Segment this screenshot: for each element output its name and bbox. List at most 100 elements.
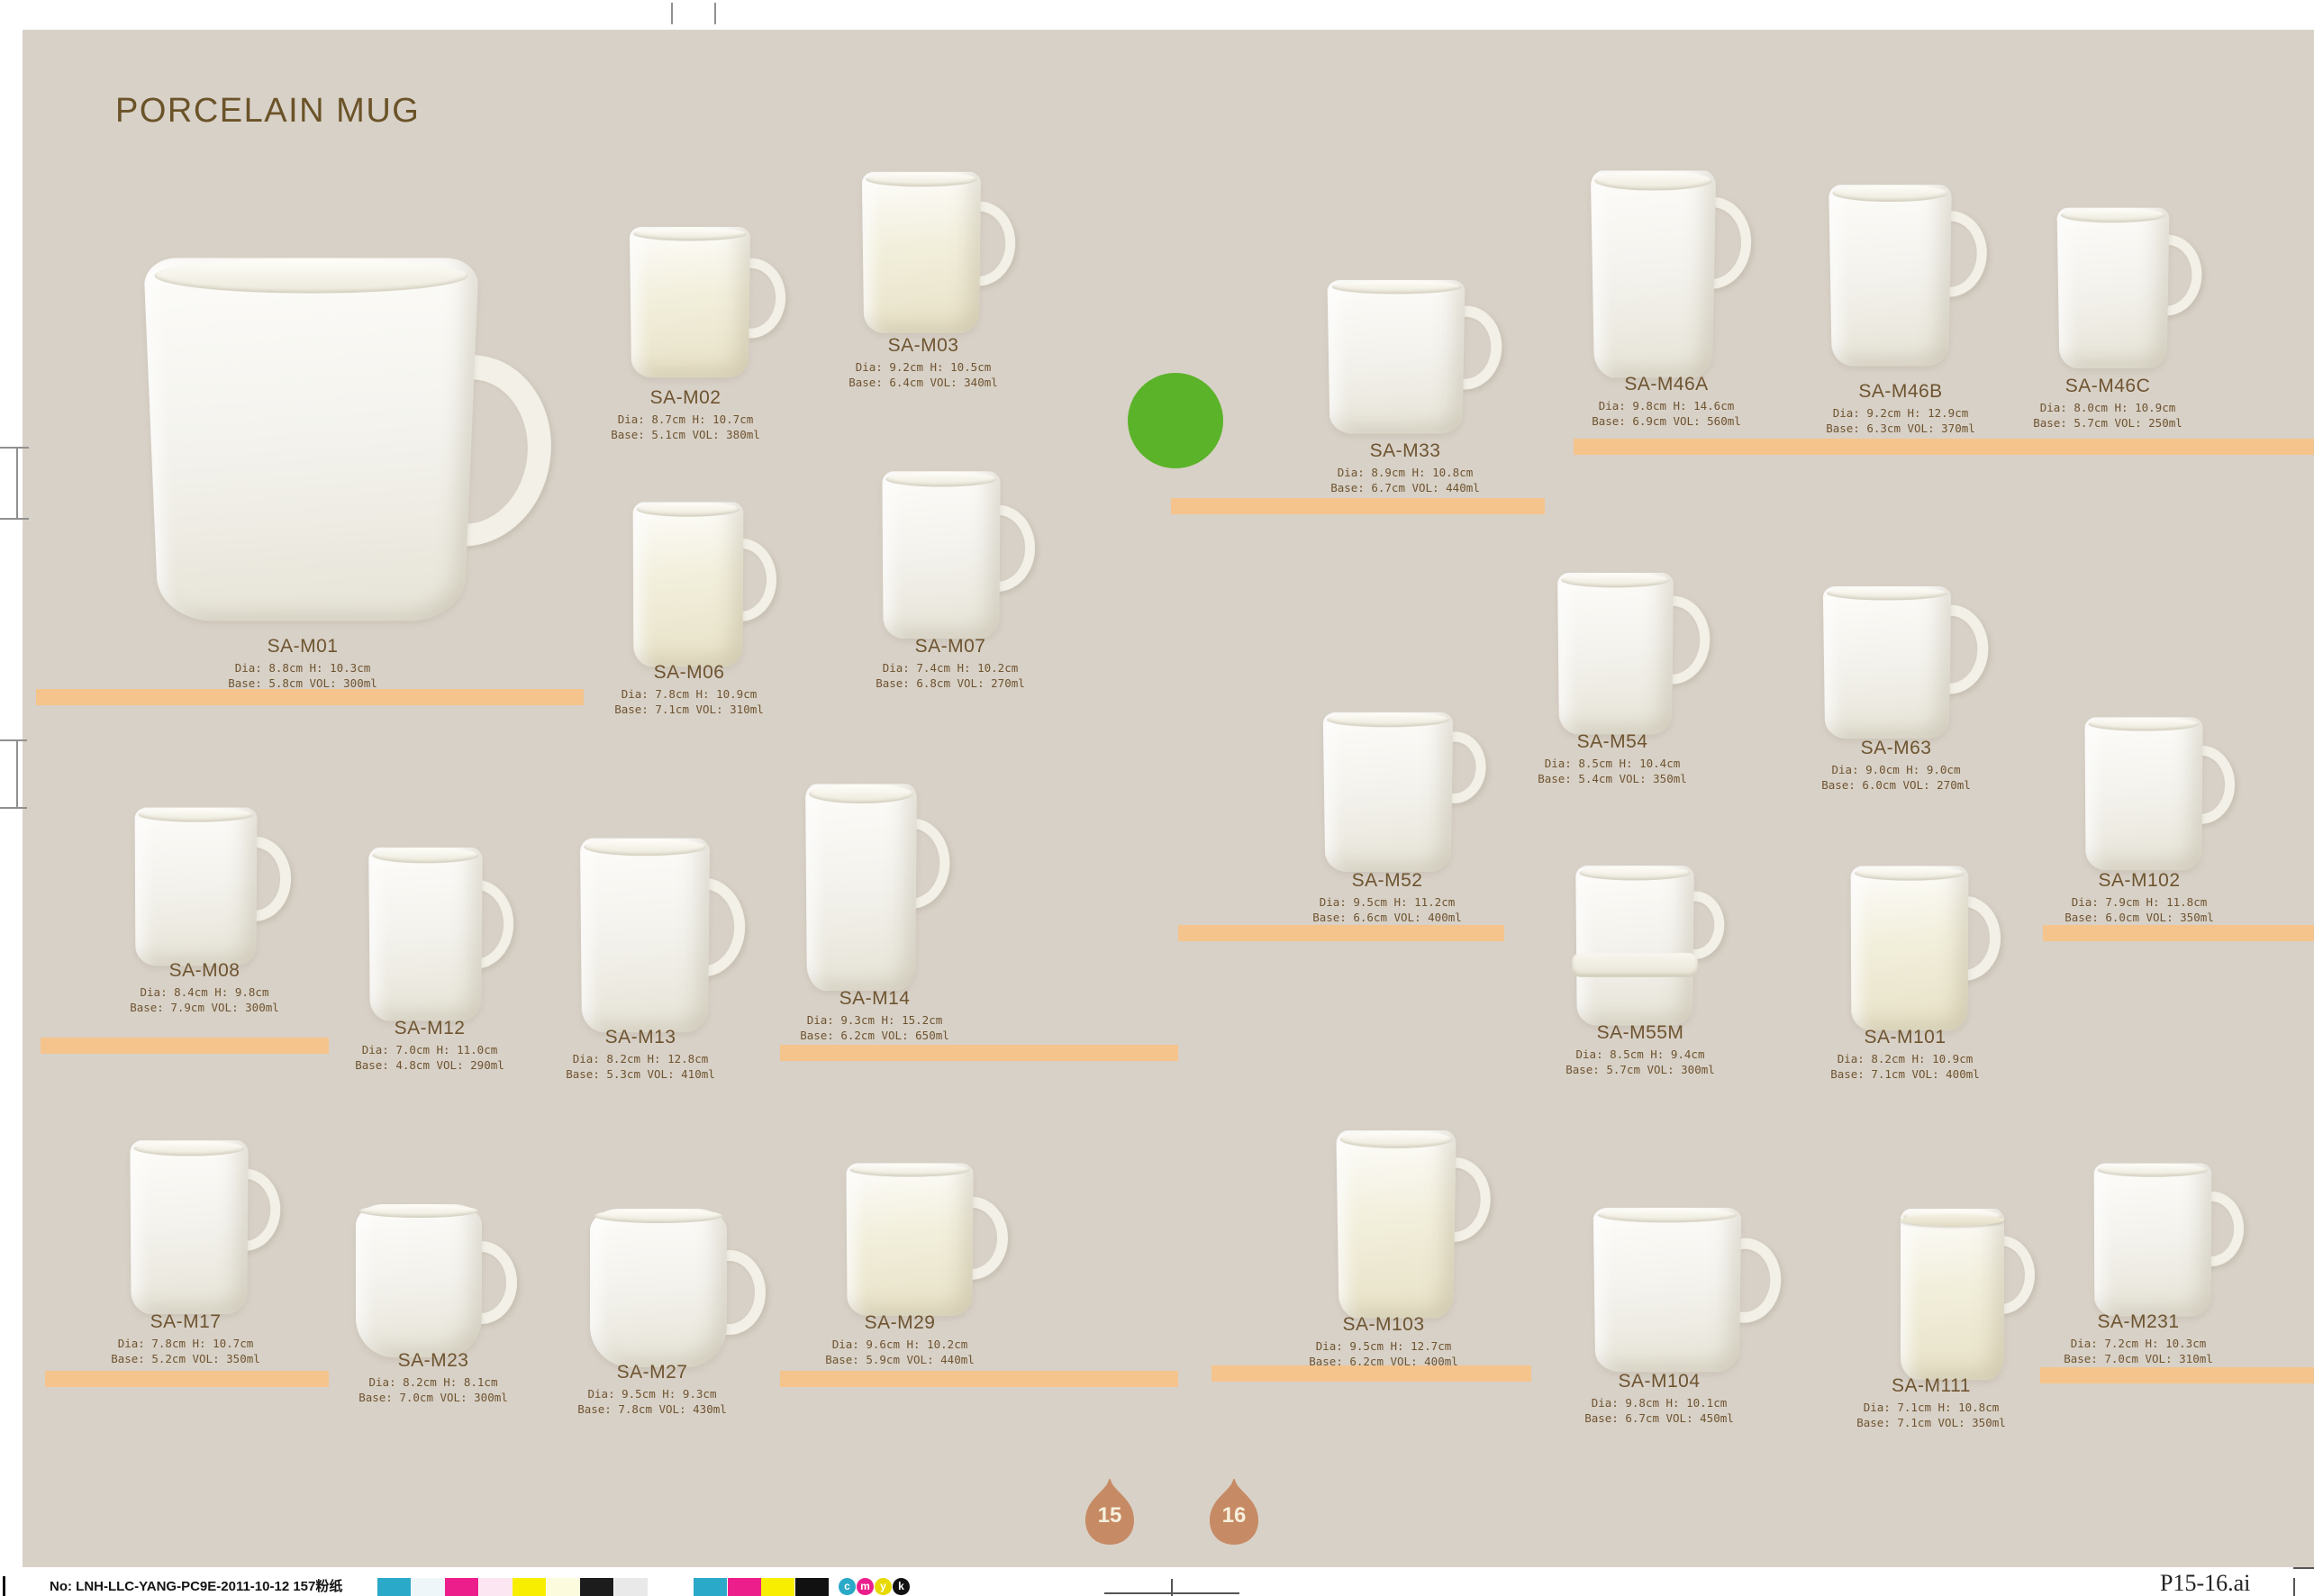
crop-mark (714, 3, 716, 24)
product-code: SA-M111 (1892, 1375, 1971, 1396)
product-label: SA-M103 Dia: 9.5cm H: 12.7cm Base: 6.2cm V… (1230, 1314, 1537, 1369)
product-label: SA-M12 Dia: 7.0cm H: 11.0cm Base: 4.8cm VO… (277, 1018, 583, 1073)
color-swatch (547, 1578, 580, 1596)
product-code: SA-M104 (1618, 1371, 1701, 1392)
product-label: SA-M17 Dia: 7.8cm H: 10.7cm Base: 5.2cm VO… (32, 1311, 339, 1366)
page-tab-15: 15 (1078, 1478, 1141, 1546)
product-spec-line1: Dia: 8.2cm H: 10.9cm (1837, 1052, 1974, 1066)
product-label: SA-M101 Dia: 8.2cm H: 10.9cm Base: 7.1cm V… (1752, 1027, 2058, 1082)
product-label: SA-M104 Dia: 9.8cm H: 10.1cm Base: 6.7cm V… (1506, 1371, 1812, 1426)
crop-mark (671, 3, 673, 24)
product-spec-line2: Base: 7.8cm VOL: 430ml (577, 1402, 727, 1416)
mug-body (805, 784, 917, 991)
product-label: SA-M07 Dia: 7.4cm H: 10.2cm Base: 6.8cm VO… (797, 636, 1103, 691)
product-code: SA-M17 (150, 1311, 222, 1332)
mug-photo (1322, 712, 1487, 872)
product-code: SA-M101 (1864, 1027, 1946, 1047)
product-spec-line1: Dia: 9.6cm H: 10.2cm (831, 1338, 968, 1351)
shelf-bar (780, 1371, 1178, 1387)
mug-body (130, 1140, 249, 1314)
product-spec-line2: Base: 7.1cm VOL: 400ml (1830, 1067, 1980, 1081)
mug-photo (1829, 185, 1989, 367)
product-label: SA-M55M Dia: 8.5cm H: 9.4cm Base: 5.7cm VO… (1487, 1022, 1793, 1077)
mug-photo (861, 171, 1017, 333)
page-number: 16 (1221, 1503, 1247, 1528)
product-code: SA-M103 (1342, 1314, 1425, 1335)
product-spec-line1: Dia: 8.9cm H: 10.8cm (1337, 466, 1474, 479)
crop-mark (0, 739, 27, 741)
mug-body (2093, 1163, 2212, 1317)
mug-photo (590, 1209, 766, 1367)
mug-body (1829, 185, 1952, 367)
color-swatch (412, 1578, 445, 1596)
product-code: SA-M07 (914, 636, 986, 657)
product-code: SA-M14 (839, 988, 911, 1009)
crop-mark (16, 740, 18, 808)
color-swatch (795, 1578, 829, 1596)
mug-photo (579, 838, 746, 1033)
product-label: SA-M23 Dia: 8.2cm H: 8.1cm Base: 7.0cm VOL… (280, 1350, 586, 1405)
product-spec-line1: Dia: 7.8cm H: 10.7cm (117, 1337, 254, 1350)
product-spec-line2: Base: 6.8cm VOL: 270ml (876, 676, 1025, 690)
product-code: SA-M12 (394, 1018, 466, 1038)
product-spec-line1: Dia: 9.8cm H: 10.1cm (1591, 1396, 1728, 1410)
product-label: SA-M111 Dia: 7.1cm H: 10.8cm Base: 7.1cm V… (1778, 1375, 2084, 1430)
mug-body (1850, 866, 1969, 1031)
product-spec-line1: Dia: 9.5cm H: 12.7cm (1315, 1339, 1452, 1353)
product-spec-line2: Base: 6.9cm VOL: 560ml (1592, 414, 1741, 428)
mug-body (143, 258, 479, 621)
product-spec-line2: Base: 6.2cm VOL: 650ml (800, 1029, 949, 1042)
product-spec-line2: Base: 5.8cm VOL: 300ml (228, 676, 377, 690)
product-code: SA-M33 (1369, 440, 1441, 461)
product-label: SA-M231 Dia: 7.2cm H: 10.3cm Base: 7.0cm V… (1985, 1311, 2291, 1366)
cmyk-mark-c: c (839, 1578, 856, 1595)
product-label: SA-M54 Dia: 8.5cm H: 10.4cm Base: 5.4cm VO… (1459, 731, 1765, 786)
mug-lid (1901, 1213, 2004, 1226)
mug-photo (2084, 717, 2236, 871)
product-label: SA-M63 Dia: 9.0cm H: 9.0cm Base: 6.0cm VOL… (1743, 738, 2049, 793)
product-spec-line2: Base: 6.4cm VOL: 340ml (848, 376, 998, 389)
mug-body (2056, 207, 2170, 369)
product-spec-line1: Dia: 7.8cm H: 10.9cm (621, 687, 758, 701)
mug-body (846, 1163, 974, 1317)
product-label: SA-M33 Dia: 8.9cm H: 10.8cm Base: 6.7cm VO… (1252, 440, 1558, 495)
product-code: SA-M29 (864, 1312, 936, 1333)
color-swatch (479, 1578, 513, 1596)
product-label: SA-M01 Dia: 8.8cm H: 10.3cm Base: 5.8cm VO… (150, 636, 456, 691)
mug-body (579, 838, 711, 1033)
product-label: SA-M29 Dia: 9.6cm H: 10.2cm Base: 5.9cm VO… (747, 1312, 1053, 1367)
mug-body (356, 1204, 482, 1357)
color-swatch (761, 1578, 794, 1596)
mug-body (629, 227, 751, 378)
product-label: SA-M02 Dia: 8.7cm H: 10.7cm Base: 5.1cm VO… (532, 387, 839, 442)
mug-photo (356, 1204, 517, 1357)
product-spec-line1: Dia: 8.0cm H: 10.9cm (2039, 401, 2176, 414)
print-code: No: LNH-LLC-YANG-PC9E-2011-10-12 157粉纸 (50, 1579, 343, 1594)
product-spec-line1: Dia: 8.4cm H: 9.8cm (140, 985, 269, 999)
color-swatch (728, 1578, 761, 1596)
product-spec-line1: Dia: 9.3cm H: 15.2cm (806, 1013, 943, 1027)
product-code: SA-M52 (1351, 870, 1423, 891)
product-label: SA-M52 Dia: 9.5cm H: 11.2cm Base: 6.6cm VO… (1234, 870, 1540, 925)
product-spec-line1: Dia: 8.7cm H: 10.7cm (617, 413, 754, 426)
mug-photo (1593, 1207, 1783, 1373)
mug-photo (134, 807, 292, 966)
product-code: SA-M231 (2097, 1311, 2180, 1332)
product-code: SA-M54 (1576, 731, 1648, 752)
mug-photo (846, 1163, 1009, 1317)
crop-mark (16, 448, 18, 518)
mug-photo (882, 471, 1036, 639)
color-swatch (614, 1578, 648, 1596)
shelf-bar (45, 1371, 329, 1387)
product-label: SA-M14 Dia: 9.3cm H: 15.2cm Base: 6.2cm VO… (721, 988, 1028, 1043)
mug-photo (632, 502, 777, 667)
product-spec-line1: Dia: 9.5cm H: 9.3cm (587, 1387, 717, 1401)
cmyk-mark-k: k (893, 1578, 910, 1595)
mug-photo (1590, 170, 1753, 378)
product-spec-line1: Dia: 7.9cm H: 11.8cm (2071, 895, 2208, 909)
product-code: SA-M23 (397, 1350, 469, 1371)
product-label: SA-M46C Dia: 8.0cm H: 10.9cm Base: 5.7cm V… (1955, 376, 2261, 431)
mug-body (1590, 170, 1717, 378)
green-dot (1128, 373, 1223, 468)
product-spec-line1: Dia: 9.2cm H: 10.5cm (855, 360, 992, 374)
